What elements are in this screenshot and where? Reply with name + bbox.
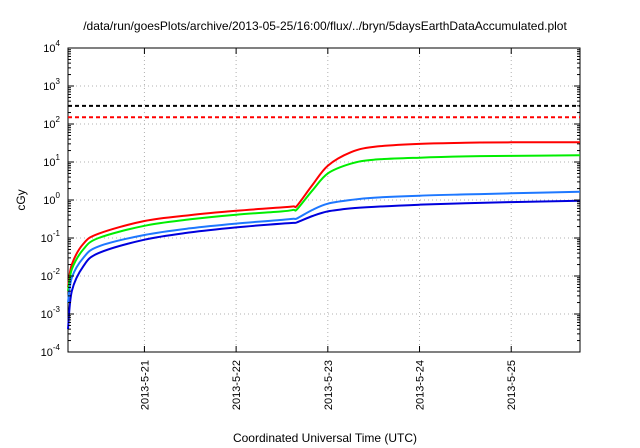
y-tick-label: 100 <box>43 191 60 207</box>
y-tick-label: 10-1 <box>41 229 61 245</box>
series-lines <box>67 141 581 330</box>
y-tick-label: 102 <box>43 115 60 131</box>
series-line <box>67 141 581 288</box>
y-tick-label: 10-4 <box>41 343 61 359</box>
grid <box>68 48 580 352</box>
y-tick-label: 101 <box>43 153 60 169</box>
y-tick-label: 10-2 <box>41 267 61 283</box>
y-tick-label: 104 <box>43 39 60 55</box>
series-line <box>67 154 581 292</box>
x-tick-label: 2013-5-23 <box>323 360 335 410</box>
x-tick-label: 2013-5-21 <box>139 360 151 410</box>
x-tick-label: 2013-5-24 <box>415 360 427 410</box>
series-line <box>67 190 581 303</box>
series-line <box>67 199 581 330</box>
y-tick-label: 103 <box>43 77 60 93</box>
y-tick-label: 10-3 <box>41 305 61 321</box>
x-axis-label: Coordinated Universal Time (UTC) <box>233 431 417 445</box>
x-ticks: 2013-5-21 2013-5-22 2013-5-23 2013-5-24 2013… <box>139 48 518 410</box>
y-axis-label: cGy <box>14 189 28 210</box>
chart-title: /data/run/goesPlots/archive/2013-05-25/1… <box>83 19 567 33</box>
y-ticks: 10-4 10-3 10-2 10-1 100 101 102 103 104 <box>41 39 580 359</box>
x-tick-label: 2013-5-25 <box>506 360 518 410</box>
reference-lines <box>68 104 580 119</box>
x-tick-label: 2013-5-22 <box>231 360 243 410</box>
